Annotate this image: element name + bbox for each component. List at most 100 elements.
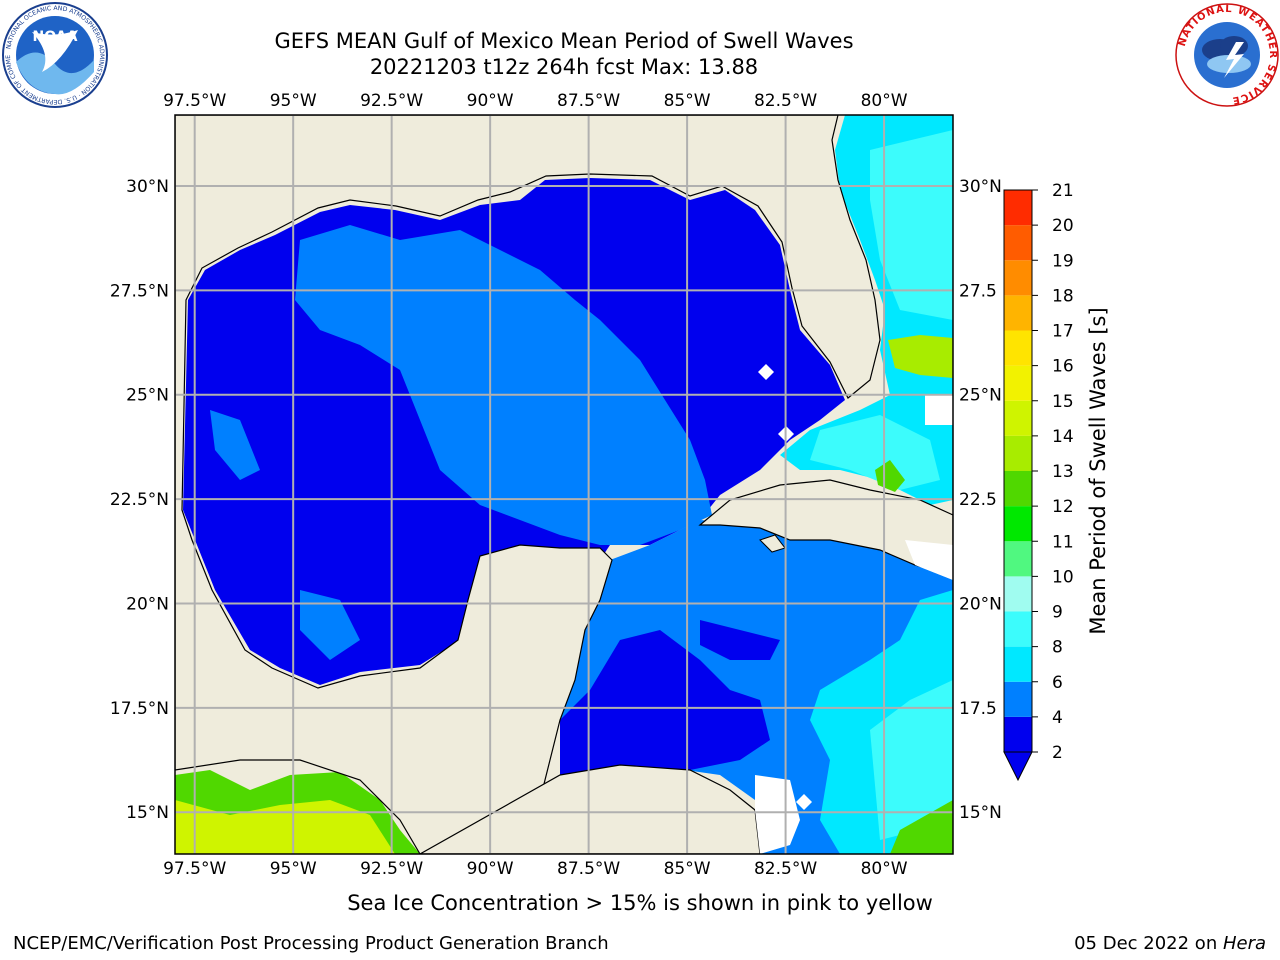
colorbar-swatch (1004, 541, 1032, 577)
longitude-labels-bottom: 97.5°W 95°W 92.5°W 90°W 87.5°W 85°W 82.5°W 80°W (163, 859, 908, 879)
colorbar-tick-label: 20 (1052, 216, 1074, 236)
missing-coastal-patch (755, 775, 800, 854)
latitude-tick-label: 17.5°N (110, 699, 169, 719)
longitude-tick-label: 95°W (270, 91, 317, 111)
latitude-tick-label: 20°N (126, 594, 169, 614)
caribbean-long-swell-light (870, 680, 953, 840)
latitude-tick-label: 25°N (959, 386, 1002, 406)
colorbar-tick-label: 12 (1052, 497, 1074, 517)
longitude-tick-label: 97.5°W (163, 91, 226, 111)
sea-ice-note: Sea Ice Concentration > 15% is shown in … (347, 891, 933, 915)
longitude-labels-top: 97.5°W 95°W 92.5°W 90°W 87.5°W 85°W 82.5°W 80°W (163, 91, 908, 111)
gulf-water-mid-period-patch (210, 410, 260, 480)
map-frame (174, 114, 954, 855)
atlantic-water-light (810, 415, 940, 490)
colorbar-tick-label: 14 (1052, 427, 1074, 447)
caribbean-long-swell-green (890, 800, 953, 854)
colorbar-swatch (1004, 681, 1032, 717)
latitude-tick-label: 22.5°N (110, 490, 169, 510)
colorbar-tick-label: 13 (1052, 462, 1074, 482)
noaa-text: NOAA (33, 29, 78, 45)
caribbean-water-short-period (560, 630, 770, 775)
land-yucatan-cuba-gap (905, 540, 953, 580)
bahamas-long-swell-green (888, 335, 953, 378)
colorbar-swatch (1004, 330, 1032, 366)
longitude-tick-label: 87.5°W (557, 91, 620, 111)
gulf-water-mid-period (295, 225, 712, 545)
chart-title: GEFS MEAN Gulf of Mexico Mean Period of … (274, 29, 854, 53)
colorbar-tick-label: 6 (1052, 673, 1063, 693)
colorbar-tick-label: 4 (1052, 708, 1063, 728)
colorbar-swatch (1004, 716, 1032, 752)
colorbar-swatch (1004, 400, 1032, 436)
colorbar-swatch (1004, 576, 1032, 612)
longitude-tick-label: 90°W (467, 859, 514, 879)
colorbar-tick-label: 9 (1052, 603, 1063, 623)
latitude-tick-label: 22.5 (959, 490, 997, 510)
colorbar-tick-label: 19 (1052, 251, 1074, 271)
longitude-tick-label: 80°W (861, 859, 908, 879)
machine-name: Hera (1222, 933, 1266, 954)
longitude-tick-label: 82.5°W (754, 859, 817, 879)
colorbar-tick-label: 18 (1052, 286, 1074, 306)
colorbar-extend-arrow (1003, 751, 1033, 782)
noaa-logo: NATIONAL OCEANIC AND ATMOSPHERIC ADMINIS… (2, 2, 108, 108)
chart-subtitle: 20221203 t12z 264h fcst Max: 13.88 (369, 55, 759, 79)
colorbar-swatch (1004, 225, 1032, 261)
longitude-tick-label: 90°W (467, 91, 514, 111)
latitude-labels-left: 30°N 27.5°N 25°N 22.5°N 20°N 17.5°N 15°N (110, 177, 169, 823)
date-text: 05 Dec 2022 on Hera (1074, 933, 1266, 954)
missing-island-patch (796, 794, 812, 810)
colorbar-swatch (1004, 295, 1032, 331)
colorbar-swatch (1004, 260, 1032, 296)
latitude-tick-label: 25°N (126, 386, 169, 406)
latitude-tick-label: 27.5 (959, 281, 997, 301)
colorbar-tick-label: 15 (1052, 392, 1074, 412)
latitude-tick-label: 15°N (959, 803, 1002, 823)
nws-logo: NATIONAL WEATHER SERVICE (1175, 3, 1279, 107)
longitude-tick-label: 92.5°W (360, 859, 423, 879)
latitude-labels-right: 30°N 27.5 25°N 22.5 20°N 17.5 15°N (959, 177, 1002, 823)
longitude-tick-label: 82.5°W (754, 91, 817, 111)
colorbar-swatch (1004, 611, 1032, 647)
colorbar-tick-label: 11 (1052, 532, 1074, 552)
pacific-water-yellowgreen (175, 800, 395, 854)
land-mexico (175, 115, 881, 854)
colorbar: 2 4 6 8 9 10 11 12 13 14 15 16 17 18 19 20 21 (1003, 181, 1074, 782)
colorbar-tick-label: 10 (1052, 567, 1074, 587)
missing-island-patch (758, 364, 774, 380)
latitude-tick-label: 27.5°N (110, 281, 169, 301)
colorbar-label: Mean Period of Swell Waves [s] (1086, 307, 1110, 634)
longitude-tick-label: 97.5°W (163, 859, 226, 879)
date-prefix: 05 Dec 2022 on (1074, 933, 1223, 954)
longitude-tick-label: 85°W (664, 859, 711, 879)
colorbar-swatch (1004, 365, 1032, 401)
caribbean-water-short-period (700, 620, 780, 660)
colorbar-tick-label: 16 (1052, 357, 1074, 377)
latitude-tick-label: 20°N (959, 594, 1002, 614)
atlantic-water-light (870, 130, 953, 320)
colorbar-swatch (1004, 435, 1032, 471)
latitude-tick-label: 30°N (959, 177, 1002, 197)
latitude-tick-label: 15°N (126, 803, 169, 823)
colorbar-tick-label: 17 (1052, 322, 1074, 342)
longitude-tick-label: 85°W (664, 91, 711, 111)
longitude-tick-label: 95°W (270, 859, 317, 879)
credit-text: NCEP/EMC/Verification Post Processing Pr… (13, 933, 609, 954)
latitude-tick-label: 30°N (126, 177, 169, 197)
missing-data-patch (925, 395, 953, 425)
gulf-water-mid-period-patch (300, 590, 360, 660)
colorbar-swatch (1004, 190, 1032, 226)
longitude-tick-label: 80°W (861, 91, 908, 111)
colorbar-swatch (1004, 506, 1032, 542)
colorbar-swatch (1004, 646, 1032, 682)
gridlines (175, 115, 953, 854)
map-area (175, 115, 953, 854)
colorbar-tick-label: 2 (1052, 743, 1063, 763)
latitude-tick-label: 17.5 (959, 699, 997, 719)
longitude-tick-label: 92.5°W (360, 91, 423, 111)
land-cuba (698, 479, 953, 576)
bahamas-long-swell-green (875, 460, 905, 492)
longitude-tick-label: 87.5°W (557, 859, 620, 879)
